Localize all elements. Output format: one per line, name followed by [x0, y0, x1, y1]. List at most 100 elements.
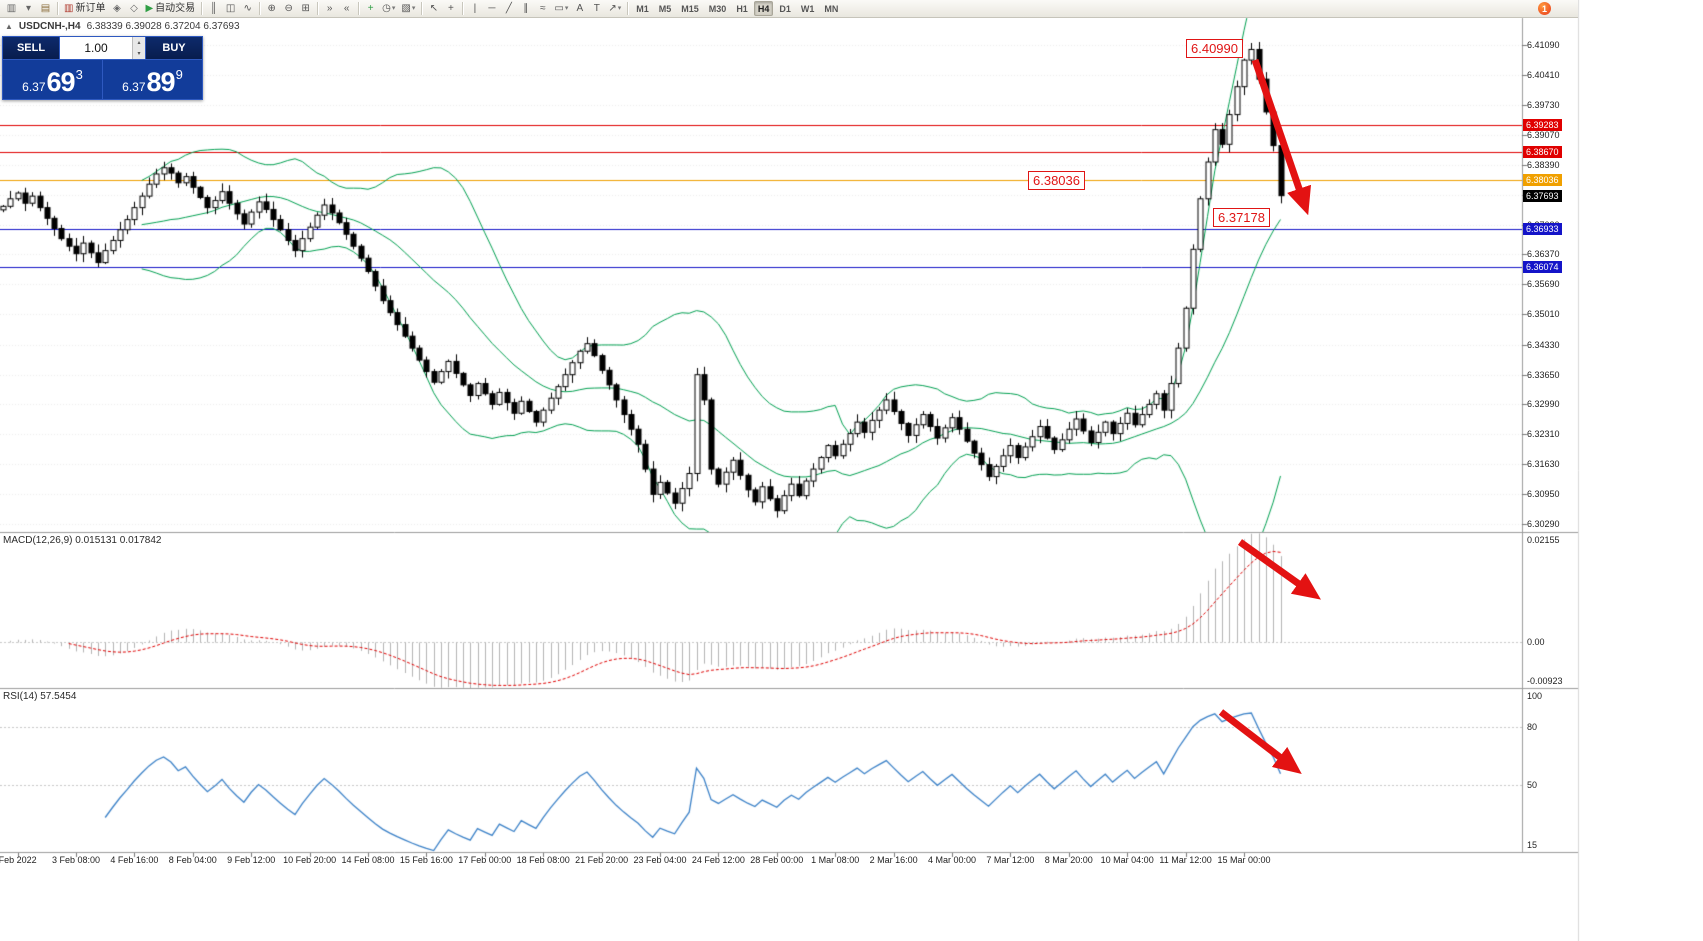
text-label-icon[interactable]: T [588, 1, 605, 17]
auto-scroll-icon-glyph: » [326, 2, 333, 14]
price-callout[interactable]: 6.40990 [1186, 39, 1243, 58]
time-axis-label: 28 Feb 00:00 [750, 855, 804, 865]
candlestick-chart-icon[interactable]: ◫ [222, 1, 239, 17]
zoom-in-icon[interactable]: ⊕ [263, 1, 280, 17]
time-axis-label: 21 Feb 20:00 [575, 855, 629, 865]
periods-dropdown-icon[interactable]: ◷ ▾ [379, 1, 398, 17]
timeframe-M5[interactable]: M5 [658, 3, 672, 14]
new-chart-icon-glyph: ▥ [6, 2, 17, 14]
price-scale-tick: 6.32990 [1527, 398, 1560, 409]
zoom-out-icon[interactable]: ⊖ [280, 1, 297, 17]
timeframe-M30[interactable]: M30 [708, 3, 727, 14]
price-scale-tick: 6.30290 [1527, 518, 1560, 529]
trendline-icon[interactable]: ╱ [500, 1, 517, 17]
price-scale-tick: 6.35690 [1527, 279, 1560, 290]
one-click-toggle-icon[interactable]: ▲ [5, 22, 13, 31]
indicator-scale-label: 100 [1527, 691, 1543, 701]
volume-up-icon[interactable]: ▴ [133, 37, 145, 48]
auto-scroll-icon[interactable]: » [321, 1, 338, 17]
volume-down-icon[interactable]: ▾ [133, 48, 145, 59]
time-axis-label: 9 Feb 12:00 [227, 855, 276, 865]
toolbar-separator [462, 2, 464, 15]
arrows-dropdown-icon[interactable]: ↗ ▾ [605, 1, 624, 17]
time-axis-label: 1 Mar 08:00 [811, 855, 860, 865]
time-axis-label: 17 Feb 00:00 [458, 855, 512, 865]
macd-indicator-label[interactable]: MACD(12,26,9) 0.015131 0.017842 [3, 535, 162, 546]
volume-field[interactable]: 1.00 ▴ ▾ [59, 37, 146, 59]
sell-price[interactable]: 6.37 69 3 [3, 60, 103, 99]
scripts-icon[interactable]: ◇ [125, 1, 142, 17]
time-axis-label: 3 Feb 08:00 [51, 855, 101, 865]
toolbar-separator [57, 2, 58, 15]
volume-stepper[interactable]: ▴ ▾ [132, 37, 145, 59]
arrows-dropdown-icon-glyph: ↗ [608, 2, 617, 14]
toolbar-separator [201, 2, 203, 15]
price-callout[interactable]: 6.38036 [1028, 171, 1085, 190]
price-scale-tick: 6.33650 [1527, 369, 1560, 380]
chart-shift-icon[interactable]: « [338, 1, 355, 17]
new-chart-icon[interactable]: ▥ [3, 1, 20, 17]
autotrade-button[interactable]: ▶ 自动交易 [142, 1, 198, 17]
profiles-icon[interactable]: ▤ [37, 1, 54, 17]
indicator-scale-label: 80 [1527, 722, 1538, 733]
timeframe-D1[interactable]: D1 [779, 3, 791, 14]
timeframe-MN[interactable]: MN [824, 3, 839, 14]
dropdown-arrow-icon: ▾ [564, 5, 569, 12]
rsi-indicator-label[interactable]: RSI(14) 57.5454 [3, 691, 77, 702]
fibonacci-icon[interactable]: ≈ [534, 1, 551, 17]
time-axis-label: 15 Feb 16:00 [399, 855, 453, 865]
channel-icon[interactable]: ∥ [517, 1, 534, 17]
sell-button[interactable]: SELL [3, 37, 59, 59]
bar-chart-icon-glyph: ║ [210, 2, 218, 14]
volume-value[interactable]: 1.00 [84, 41, 108, 55]
chart-symbol-header: ▲ USDCNH-,H4 6.38339 6.39028 6.37204 6.3… [5, 21, 240, 32]
notification-badge[interactable]: 1 [1538, 2, 1551, 15]
crosshair-icon[interactable]: + [442, 1, 459, 17]
expert-advisors-icon[interactable]: ◈ [108, 1, 125, 17]
expert-advisors-icon-glyph: ◈ [113, 2, 121, 14]
price-scale-tick: 6.36370 [1527, 249, 1560, 260]
vertical-line-icon[interactable]: | [466, 1, 483, 17]
hline-price-label: 6.36074 [1523, 261, 1562, 274]
price-callout[interactable]: 6.37178 [1213, 208, 1270, 227]
time-axis-label: 7 Mar 12:00 [986, 855, 1035, 865]
chart-list-dropdown-icon[interactable]: ▾ [20, 1, 37, 17]
templates-dropdown-icon[interactable]: ▧ ▾ [398, 1, 418, 17]
timeframe-H1[interactable]: H1 [736, 3, 748, 14]
hline-price-label: 6.38670 [1523, 146, 1562, 159]
bar-chart-icon[interactable]: ║ [205, 1, 222, 17]
horizontal-line-icon[interactable]: ─ [483, 1, 500, 17]
text-icon[interactable]: A [571, 1, 588, 17]
timeframe-M15[interactable]: M15 [681, 3, 699, 14]
new-order-button[interactable]: ▥ 新订单 [61, 1, 108, 17]
toolbar-separator [358, 2, 360, 15]
cursor-icon[interactable]: ↖ [425, 1, 442, 17]
shapes-dropdown-icon[interactable]: ▭ ▾ [551, 1, 571, 17]
hline-price-label: 6.36933 [1523, 223, 1562, 236]
timeframe-M1[interactable]: M1 [636, 3, 649, 14]
time-axis-label: 4 Mar 00:00 [927, 855, 977, 865]
symbol-title: USDCNH-,H4 [18, 21, 81, 32]
timeframe-H4[interactable]: H4 [753, 1, 774, 16]
toolbar-separator [259, 2, 261, 15]
line-chart-icon[interactable]: ∿ [239, 1, 256, 17]
text-label-icon-glyph: T [593, 2, 600, 14]
buy-price[interactable]: 6.37 89 9 [103, 60, 202, 99]
indicator-scale-label: 50 [1527, 779, 1538, 790]
templates-dropdown-icon-glyph: ▧ [401, 2, 411, 14]
text-icon-glyph: A [576, 2, 584, 14]
sell-price-prefix: 6.37 [22, 80, 46, 94]
timeframe-W1[interactable]: W1 [800, 3, 815, 14]
price-scale-tick: 6.35010 [1527, 309, 1560, 320]
sell-price-point: 3 [75, 67, 83, 82]
candlestick-chart-icon-glyph: ◫ [225, 2, 236, 14]
indicators-icon[interactable]: + [362, 1, 379, 17]
current-price-label: 6.37693 [1523, 189, 1562, 202]
indicator-scale-label: 0.00 [1527, 636, 1545, 647]
one-click-trading-panel: SELL 1.00 ▴ ▾ BUY 6.37 69 3 6.37 89 9 [2, 36, 203, 100]
tile-windows-icon[interactable]: ⊞ [297, 1, 314, 17]
dropdown-arrow-icon: ▾ [391, 5, 396, 12]
tile-windows-icon-glyph: ⊞ [301, 2, 310, 14]
buy-button[interactable]: BUY [146, 37, 202, 59]
